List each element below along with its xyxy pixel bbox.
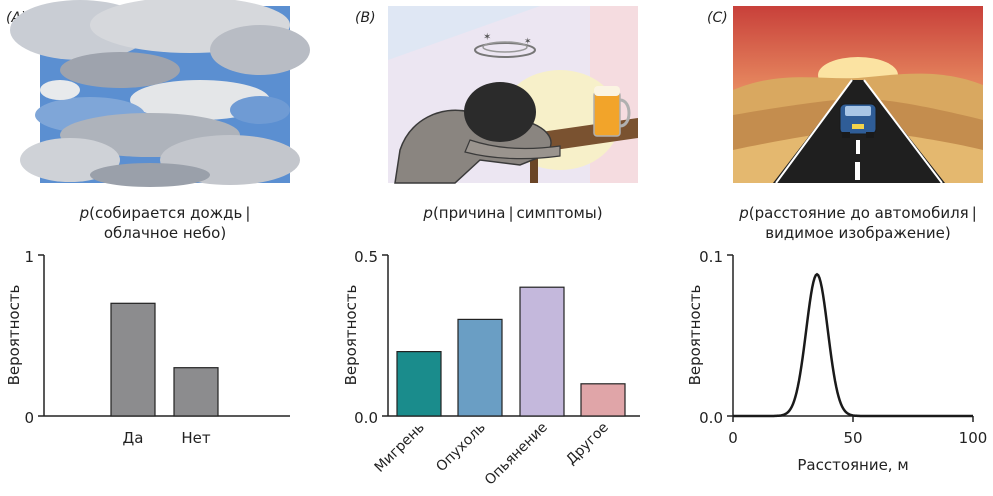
panel-c-letter: (C) <box>707 10 728 26</box>
bar-4 <box>580 383 626 417</box>
bar-1 <box>110 302 156 417</box>
bar-2 <box>173 367 219 417</box>
x-tick-label: Да <box>123 429 144 447</box>
y-tick-label: 1 <box>24 248 34 266</box>
panel-c-caption-1: p(расстояние до автомобиля | <box>738 204 977 222</box>
x-axis-label: Расстояние, м <box>797 456 908 474</box>
x-tick-label: Опьянение <box>482 420 551 489</box>
bar-3 <box>519 286 565 417</box>
bar-1 <box>396 351 442 417</box>
x-tick-label: 50 <box>843 429 862 447</box>
road-car-image <box>733 6 983 184</box>
y-tick-label: 0.5 <box>354 248 378 266</box>
bar-2 <box>457 318 503 417</box>
x-tick-label: Нет <box>181 429 211 447</box>
svg-text:✶: ✶ <box>524 37 532 47</box>
svg-text:✶: ✶ <box>483 32 491 43</box>
panel-b-letter: (B) <box>355 10 376 26</box>
y-tick-label: 0 <box>24 409 34 427</box>
panel-c-caption-2: видимое изображение) <box>765 224 950 242</box>
y-tick-label: 0.0 <box>699 409 723 427</box>
probability-curve <box>733 272 973 418</box>
chart-rain-probability: 1 0 Вероятность Да Нет <box>5 248 290 447</box>
panel-a-caption-2: облачное небо) <box>104 224 226 242</box>
x-tick-label: 0 <box>728 429 738 447</box>
y-tick-label: 0.0 <box>354 409 378 427</box>
headache-person-image: ✶ ✶ <box>388 6 638 184</box>
y-tick-label: 0.1 <box>699 248 723 266</box>
x-tick-label: Опухоль <box>433 420 489 476</box>
chart-distance-probability: 0.1 0.0 Вероятность 0 50 100 Расстояние, м <box>686 248 987 474</box>
y-axis-label: Вероятность <box>342 285 360 386</box>
cloudy-sky-image <box>10 0 310 187</box>
y-axis-label: Вероятность <box>5 285 23 386</box>
panel-a-caption-1: p(собирается дождь | <box>79 204 251 222</box>
chart-cause-probability: 0.5 0.0 Вероятность Мигрень ОпухольОпьяне… <box>342 248 640 488</box>
x-tick-label: 100 <box>959 429 988 447</box>
x-tick-label: Мигрень <box>372 420 428 476</box>
y-axis-label: Вероятность <box>686 285 704 386</box>
panel-b-caption: p(причина | симптомы) <box>422 204 602 222</box>
x-tick-label: Другое <box>563 420 612 469</box>
